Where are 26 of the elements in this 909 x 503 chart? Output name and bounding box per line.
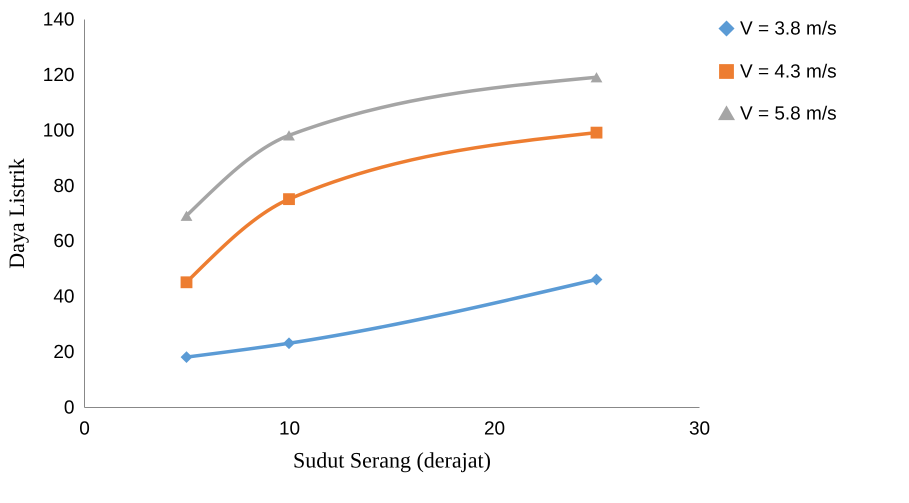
x-axis-title: Sudut Serang (derajat) xyxy=(293,448,491,472)
legend-label: V = 3.8 m/s xyxy=(740,18,837,40)
y-tick-label: 80 xyxy=(53,176,74,197)
point xyxy=(590,72,602,82)
point xyxy=(590,126,602,139)
y-tick-label: 140 xyxy=(42,10,74,30)
legend-label: V = 4.3 m/s xyxy=(740,62,837,82)
point xyxy=(590,274,602,286)
y-axis-title: Daya Listrik xyxy=(4,158,29,269)
point xyxy=(180,351,192,364)
legend-label: V = 5.8 m/s xyxy=(740,104,837,124)
x-tick-label: 0 xyxy=(79,418,90,440)
point xyxy=(283,130,295,141)
y-tick-label: 60 xyxy=(53,231,74,252)
x-tick-label: 20 xyxy=(484,418,506,440)
y-tick-label: 100 xyxy=(42,120,74,142)
point xyxy=(180,276,192,288)
y-tick-label: 40 xyxy=(53,286,74,308)
point xyxy=(180,210,192,221)
y-tick-label: 20 xyxy=(53,342,74,364)
y-tick-label: 0 xyxy=(64,398,74,418)
x-tick-label: 10 xyxy=(278,418,300,440)
point xyxy=(283,337,295,350)
point xyxy=(283,193,295,206)
y-tick-label: 120 xyxy=(42,64,74,86)
x-tick-label: 30 xyxy=(688,418,710,440)
